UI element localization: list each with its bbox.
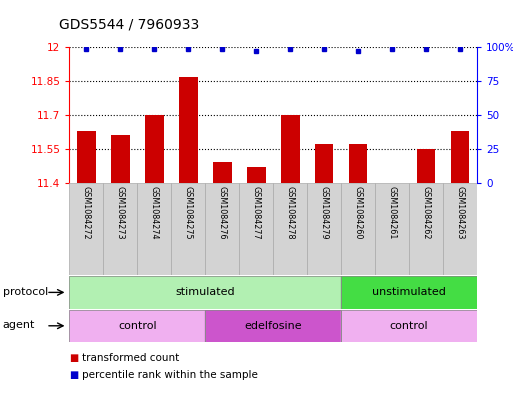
Bar [341, 310, 477, 342]
Bar [213, 162, 231, 183]
Text: GSM1084274: GSM1084274 [150, 186, 159, 240]
Bar [315, 144, 333, 183]
Text: agent: agent [3, 320, 35, 331]
Text: GSM1084261: GSM1084261 [388, 186, 397, 240]
Text: unstimulated: unstimulated [372, 287, 446, 298]
Bar [69, 310, 205, 342]
Bar [205, 183, 239, 275]
Bar [443, 183, 477, 275]
Bar [341, 276, 477, 309]
Bar [69, 310, 205, 342]
Text: transformed count: transformed count [82, 353, 180, 364]
Text: GSM1084262: GSM1084262 [422, 186, 430, 240]
Text: GSM1084263: GSM1084263 [456, 186, 465, 240]
Text: control: control [118, 321, 156, 331]
Bar [69, 276, 341, 309]
Text: ■: ■ [69, 370, 78, 380]
Bar [205, 310, 341, 342]
Text: GSM1084275: GSM1084275 [184, 186, 193, 240]
Bar [451, 131, 469, 183]
Text: stimulated: stimulated [175, 287, 235, 298]
Bar [341, 276, 477, 309]
Bar [417, 149, 436, 183]
Bar [137, 183, 171, 275]
Bar [341, 310, 477, 342]
Bar [205, 310, 341, 342]
Bar [281, 115, 300, 183]
Bar [307, 183, 341, 275]
Text: GSM1084273: GSM1084273 [116, 186, 125, 240]
Text: percentile rank within the sample: percentile rank within the sample [82, 370, 258, 380]
Bar [273, 183, 307, 275]
Bar [111, 135, 130, 183]
Text: GSM1084272: GSM1084272 [82, 186, 91, 240]
Bar [69, 276, 341, 309]
Text: GSM1084279: GSM1084279 [320, 186, 329, 240]
Bar [103, 183, 137, 275]
Text: edelfosine: edelfosine [244, 321, 302, 331]
Text: control: control [390, 321, 428, 331]
Text: GSM1084277: GSM1084277 [252, 186, 261, 240]
Bar [247, 167, 266, 183]
Text: protocol: protocol [3, 287, 48, 298]
Bar [69, 183, 103, 275]
Bar [77, 131, 95, 183]
Text: GDS5544 / 7960933: GDS5544 / 7960933 [59, 18, 199, 32]
Bar [409, 183, 443, 275]
Text: ■: ■ [69, 353, 78, 364]
Bar [171, 183, 205, 275]
Bar [145, 115, 164, 183]
Text: GSM1084276: GSM1084276 [218, 186, 227, 240]
Bar [341, 183, 375, 275]
Bar [375, 183, 409, 275]
Bar [179, 77, 198, 183]
Bar [349, 144, 367, 183]
Text: GSM1084278: GSM1084278 [286, 186, 294, 240]
Text: GSM1084260: GSM1084260 [353, 186, 363, 240]
Bar [239, 183, 273, 275]
